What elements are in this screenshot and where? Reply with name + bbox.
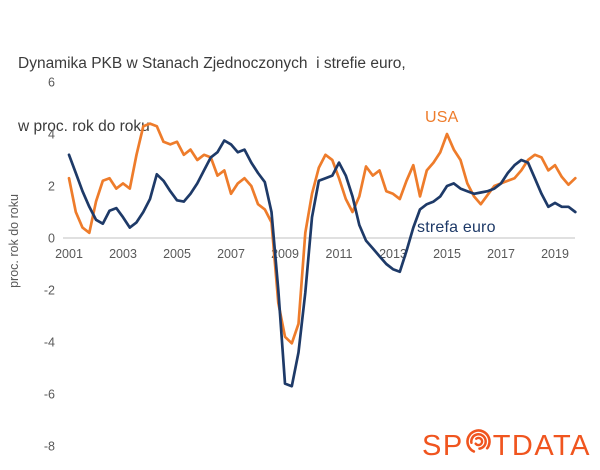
x-tick-label: 2017 (487, 247, 515, 261)
x-tick-label: 2011 (326, 247, 353, 261)
y-tick-label: -2 (44, 284, 55, 298)
y-tick-label: -4 (44, 336, 55, 350)
y-tick-label: 6 (48, 76, 55, 90)
logo-text-tdata: TDATA (492, 430, 591, 462)
x-tick-label: 2003 (109, 247, 137, 261)
x-tick-label: 2007 (217, 247, 245, 261)
series-line-euro (67, 139, 577, 388)
logo-text-sp: SP (422, 430, 464, 462)
x-tick-label: 2009 (271, 247, 299, 261)
x-tick-label: 2005 (163, 247, 191, 261)
spotdata-logo: SP TDATA (422, 428, 591, 463)
y-tick-label: 0 (48, 232, 55, 246)
x-tick-label: 2019 (541, 247, 569, 261)
y-tick-label: 2 (48, 180, 55, 194)
x-tick-label: 2015 (433, 247, 461, 261)
y-tick-label: -8 (44, 440, 55, 454)
chart-title-line-1: Dynamika PKB w Stanach Zjednoczonych i s… (18, 55, 406, 72)
y-tick-label: 4 (48, 128, 55, 142)
series-label-euro: strefa euro (417, 219, 496, 236)
series-label-usa: USA (425, 109, 459, 126)
y-tick-label: -6 (44, 388, 55, 402)
x-tick-label: 2001 (55, 247, 83, 261)
series-line-usa (67, 122, 577, 345)
x-tick-label: 2013 (379, 247, 407, 261)
spiral-arcs-icon (465, 428, 492, 463)
